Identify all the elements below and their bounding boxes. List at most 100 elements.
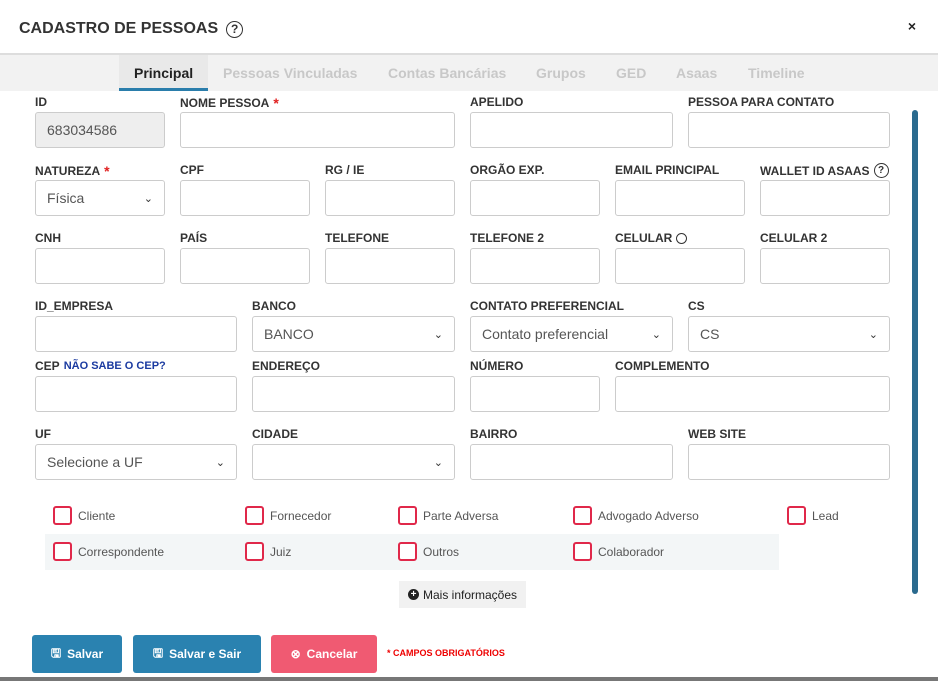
label-text: CELULAR 2 xyxy=(760,231,828,245)
chevron-down-icon: ⌄ xyxy=(215,456,225,469)
modal-bottom-border xyxy=(0,677,938,681)
pessoa-para-contato-input[interactable] xyxy=(688,112,890,148)
label-text: WEB SITE xyxy=(688,427,747,441)
tab-ged[interactable]: GED xyxy=(616,65,647,81)
bairro-input[interactable] xyxy=(470,444,673,480)
checkbox-parte-adversa[interactable]: Parte Adversa xyxy=(398,506,498,525)
save-button[interactable]: 🖫 Salvar xyxy=(32,635,122,673)
tab-principal[interactable]: Principal xyxy=(119,55,209,91)
checkbox-outros[interactable]: Outros xyxy=(398,542,459,561)
numero-input[interactable] xyxy=(470,376,600,412)
help-icon[interactable]: ? xyxy=(226,20,244,38)
label-text: TELEFONE 2 xyxy=(470,231,545,245)
label-text: EMAIL PRINCIPAL xyxy=(615,163,720,177)
id-label: ID xyxy=(35,95,47,109)
natureza-select[interactable]: Física ⌄ xyxy=(35,180,165,216)
natureza-label: NATUREZA * xyxy=(35,163,110,179)
cancel-button[interactable]: ⊗ Cancelar xyxy=(271,635,377,673)
field-value: BANCO xyxy=(264,326,314,342)
checkbox-advogado-adverso[interactable]: Advogado Adverso xyxy=(573,506,699,525)
contato-preferencial-select[interactable]: Contato preferencial ⌄ xyxy=(470,316,673,352)
checkbox-box[interactable] xyxy=(53,542,72,561)
uf-select[interactable]: Selecione a UF ⌄ xyxy=(35,444,237,480)
id-empresa-input[interactable] xyxy=(35,316,237,352)
label-text: PESSOA PARA CONTATO xyxy=(688,95,835,109)
telefone-2-input[interactable] xyxy=(470,248,600,284)
scrollbar[interactable] xyxy=(912,110,918,594)
help-icon[interactable]: ? xyxy=(873,163,889,178)
checkbox-box[interactable] xyxy=(398,542,417,561)
celular-2-input[interactable] xyxy=(760,248,890,284)
apelido-label: APELIDO xyxy=(470,95,523,109)
checkbox-label: Correspondente xyxy=(78,544,165,559)
chevron-down-icon: ⌄ xyxy=(433,328,443,341)
save-exit-label: Salvar e Sair xyxy=(169,647,242,661)
apelido-input[interactable] xyxy=(470,112,673,148)
celular-input[interactable] xyxy=(615,248,745,284)
telefone-input[interactable] xyxy=(325,248,455,284)
email-principal-input[interactable] xyxy=(615,180,745,216)
field-value: CS xyxy=(700,326,720,342)
cpf-input[interactable] xyxy=(180,180,310,216)
checkbox-label: Lead xyxy=(812,508,839,523)
cep-help-link[interactable]: NÃO SABE O CEP? xyxy=(63,360,166,372)
checkbox-lead[interactable]: Lead xyxy=(787,506,839,525)
label-text: TELEFONE xyxy=(325,231,390,245)
checkbox-correspondente[interactable]: Correspondente xyxy=(53,542,164,561)
checkbox-box[interactable] xyxy=(573,506,592,525)
label-text: WALLET ID ASAAS xyxy=(760,163,870,178)
tab-grupos[interactable]: Grupos xyxy=(536,65,586,81)
web-site-label: WEB SITE xyxy=(688,427,746,441)
floppy-icon: 🖫 xyxy=(152,645,164,660)
checkbox-box[interactable] xyxy=(245,542,264,561)
pais-input[interactable] xyxy=(180,248,310,284)
more-info-button[interactable]: + Mais informações xyxy=(399,581,526,608)
save-exit-button[interactable]: 🖫 Salvar e Sair xyxy=(133,635,261,673)
banco-select[interactable]: BANCO ⌄ xyxy=(252,316,455,352)
checkbox-label: Outros xyxy=(423,544,460,559)
label-text: CELULAR xyxy=(615,231,673,245)
endereco-input[interactable] xyxy=(252,376,455,412)
telefone-2-label: TELEFONE 2 xyxy=(470,231,544,245)
checkbox-box[interactable] xyxy=(573,542,592,561)
nome-pessoa-input[interactable] xyxy=(180,112,455,148)
bairro-label: BAIRRO xyxy=(470,427,517,441)
label-text: ID_EMPRESA xyxy=(35,299,114,313)
web-site-input[interactable] xyxy=(688,444,890,480)
close-button[interactable]: × xyxy=(907,18,916,34)
cidade-select[interactable]: ⌄ xyxy=(252,444,455,480)
checkbox-colaborador[interactable]: Colaborador xyxy=(573,542,664,561)
chevron-down-icon: ⌄ xyxy=(143,192,153,205)
tab-asaas[interactable]: Asaas xyxy=(676,65,718,81)
complemento-label: COMPLEMENTO xyxy=(615,359,709,373)
label-text: CONTATO PREFERENCIAL xyxy=(470,299,625,313)
cpf-label: CPF xyxy=(180,163,204,177)
save-label: Salvar xyxy=(67,647,104,661)
complemento-input[interactable] xyxy=(615,376,890,412)
wallet-id-asaas-input[interactable] xyxy=(760,180,890,216)
cs-select[interactable]: CS ⌄ xyxy=(688,316,890,352)
rg-ie-input[interactable] xyxy=(325,180,455,216)
orgao-exp-input[interactable] xyxy=(470,180,600,216)
checkbox-box[interactable] xyxy=(398,506,417,525)
cep-input[interactable] xyxy=(35,376,237,412)
chevron-down-icon: ⌄ xyxy=(868,328,878,341)
checkbox-box[interactable] xyxy=(245,506,264,525)
cs-label: CS xyxy=(688,299,705,313)
cnh-input[interactable] xyxy=(35,248,165,284)
checkbox-box[interactable] xyxy=(53,506,72,525)
checkbox-box[interactable] xyxy=(787,506,806,525)
checkbox-label: Juiz xyxy=(270,544,292,559)
tab-contas-bancárias[interactable]: Contas Bancárias xyxy=(388,65,507,81)
field-value: Contato preferencial xyxy=(482,326,609,342)
checkbox-fornecedor[interactable]: Fornecedor xyxy=(245,506,331,525)
label-text: NOME PESSOA xyxy=(180,96,270,110)
label-text: ENDEREÇO xyxy=(252,359,321,373)
floppy-icon: 🖫 xyxy=(50,645,62,660)
checkbox-juiz[interactable]: Juiz xyxy=(245,542,291,561)
plus-circle-icon: + xyxy=(407,589,419,600)
modal-title: CADASTRO DE PESSOAS? xyxy=(19,20,244,38)
checkbox-cliente[interactable]: Cliente xyxy=(53,506,115,525)
tab-timeline[interactable]: Timeline xyxy=(748,65,805,81)
tab-pessoas-vinculadas[interactable]: Pessoas Vinculadas xyxy=(223,65,358,81)
